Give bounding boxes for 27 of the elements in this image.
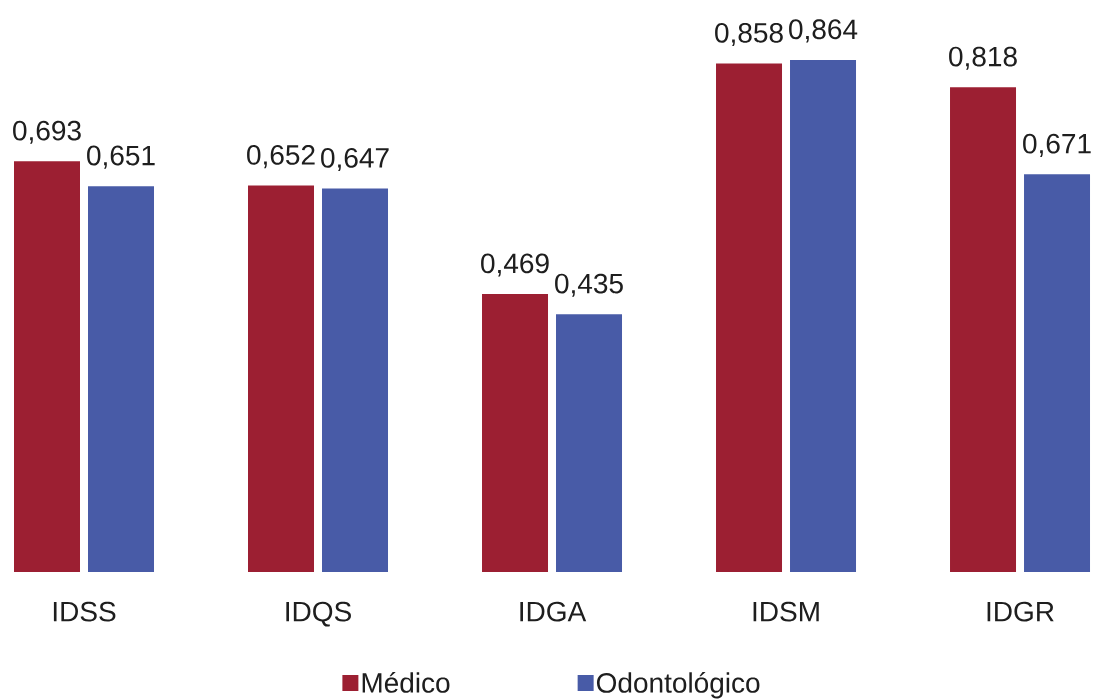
data-label: 0,818 xyxy=(949,46,1017,70)
bar xyxy=(790,59,857,572)
data-label: 0,693 xyxy=(13,120,81,144)
x-tick-label: IDQS xyxy=(286,601,351,627)
data-label: 0,652 xyxy=(247,145,315,169)
x-tick-label: IDGR xyxy=(987,601,1054,622)
bar xyxy=(716,63,783,572)
legend-label: Médico xyxy=(362,671,450,693)
data-label: 0,858 xyxy=(715,22,783,47)
bar xyxy=(482,294,549,572)
data-label: 0,671 xyxy=(1023,133,1091,157)
bar xyxy=(556,314,623,572)
data-label: 0,647 xyxy=(321,147,389,172)
x-tick-label: IDGA xyxy=(520,601,587,622)
bar xyxy=(14,161,80,572)
data-label: 0,651 xyxy=(87,145,155,169)
data-label: 0,435 xyxy=(555,273,623,297)
bar xyxy=(950,87,1017,572)
bar xyxy=(322,188,389,572)
bar xyxy=(1024,174,1091,572)
bar xyxy=(248,185,314,572)
x-tick-label: IDSM xyxy=(753,601,819,622)
data-label: 0,864 xyxy=(789,19,858,43)
x-tick-label: IDSS xyxy=(53,601,116,622)
legend-label: Odontológico xyxy=(596,671,760,699)
bar xyxy=(88,186,154,572)
data-label: 0,469 xyxy=(481,253,549,277)
